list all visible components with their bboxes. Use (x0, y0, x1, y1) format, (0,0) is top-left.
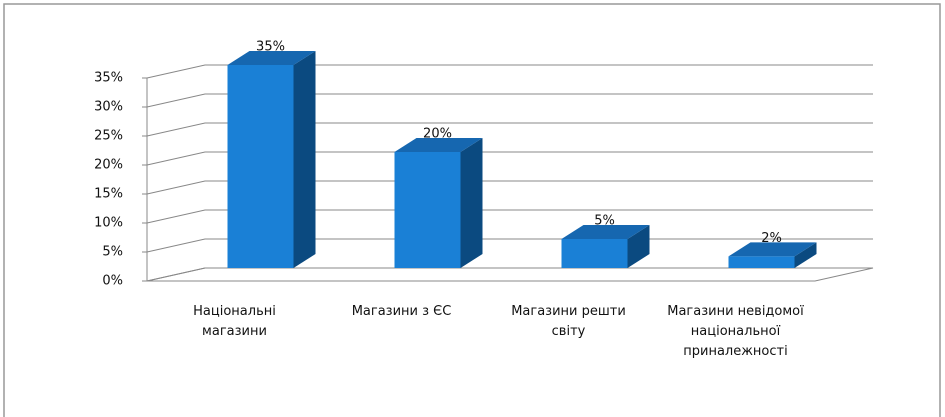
bar-side (293, 51, 316, 268)
bar-side (460, 138, 483, 268)
bar (561, 239, 628, 268)
bar-top (227, 51, 316, 65)
bar-top (728, 242, 817, 257)
bar (728, 256, 795, 268)
grid-line (146, 122, 873, 137)
grid-line (146, 64, 873, 79)
value-label: 5% (594, 214, 615, 229)
y-tick-label: 25% (94, 129, 123, 144)
bar-top (561, 225, 650, 239)
floor (146, 267, 874, 282)
grid-line (146, 209, 873, 224)
bar-side (627, 225, 650, 268)
bar-top (394, 138, 483, 152)
bar-side (794, 242, 817, 268)
y-tick-label: 35% (94, 71, 123, 86)
bar (394, 152, 461, 268)
x-tick-label: Магазини з ЄС (351, 304, 452, 319)
x-tick-label: Магазини невідомої національної приналеж… (667, 304, 804, 359)
y-tick-label: 0% (102, 274, 123, 289)
y-tick-label: 10% (94, 216, 123, 231)
frame (3, 3, 941, 417)
y-tick-label: 5% (102, 245, 123, 260)
grid-line (146, 267, 873, 282)
grid-line (146, 238, 873, 253)
x-tick-label: Магазини решти світу (511, 304, 626, 339)
grid-line (146, 93, 873, 108)
y-tick-label: 15% (94, 187, 123, 202)
grid-line (146, 180, 873, 195)
value-label: 2% (761, 231, 782, 246)
value-label: 35% (256, 40, 285, 55)
value-label: 20% (423, 127, 452, 142)
bar (227, 65, 294, 268)
y-tick-label: 20% (94, 158, 123, 173)
x-tick-label: Національні магазини (193, 304, 276, 339)
y-tick-label: 30% (94, 100, 123, 115)
grid-line (146, 151, 873, 166)
